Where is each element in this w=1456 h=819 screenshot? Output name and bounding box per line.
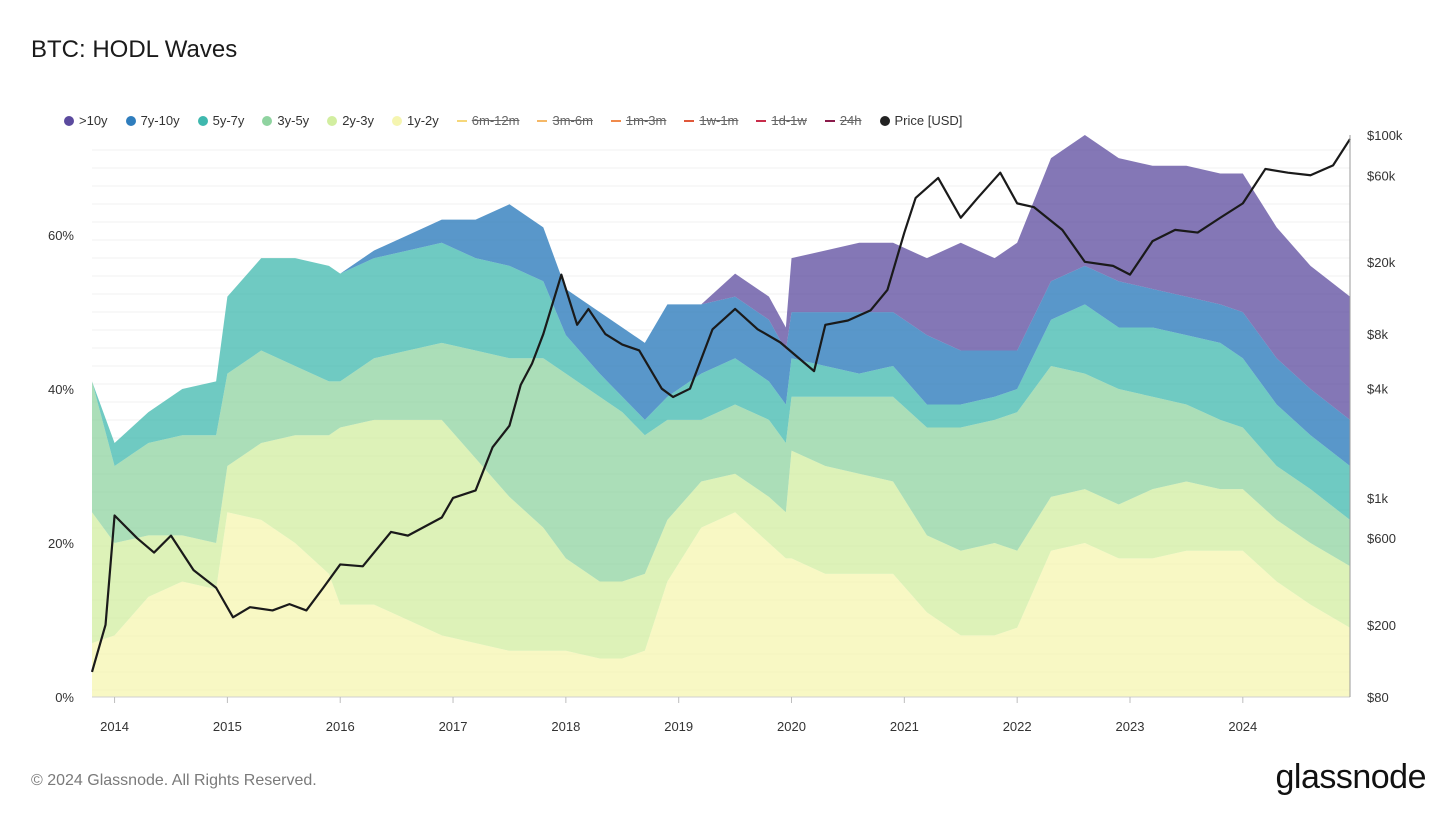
legend-item[interactable]: 1d-1w xyxy=(756,113,807,128)
legend-item[interactable]: 6m-12m xyxy=(456,113,520,128)
legend-item[interactable]: 3m-6m xyxy=(537,113,593,128)
y-right-tick-label: $600 xyxy=(1367,531,1396,546)
legend-label: 3y-5y xyxy=(277,113,310,128)
area-series xyxy=(92,419,1350,659)
legend-swatch xyxy=(64,115,74,126)
glassnode-logo[interactable]: glassnode xyxy=(1275,758,1426,796)
y-left-tick-label: 0% xyxy=(55,690,74,705)
legend-swatch xyxy=(327,115,338,126)
legend-item[interactable]: 1y-2y xyxy=(391,113,439,128)
legend-label: Price [USD] xyxy=(894,113,963,128)
area-series xyxy=(92,204,1350,467)
legend-label: 1w-1m xyxy=(699,113,739,128)
legend-swatch xyxy=(684,119,695,122)
x-tick-label: 2021 xyxy=(890,719,919,734)
y-right-tick-label: $100k xyxy=(1367,128,1403,143)
legend-item[interactable]: >10y xyxy=(64,113,108,128)
legend-label: 7y-10y xyxy=(140,113,180,128)
area-series xyxy=(92,242,1350,520)
y-right-tick-label: $20k xyxy=(1367,255,1396,270)
legend-item[interactable]: 2y-3y xyxy=(327,113,374,128)
legend-swatch xyxy=(824,119,835,122)
y-right-tick-label: $200 xyxy=(1367,618,1396,633)
y-left-tick-label: 20% xyxy=(48,536,74,551)
legend-swatch xyxy=(197,115,208,126)
y-right-tick-label: $8k xyxy=(1367,327,1388,342)
legend-swatch xyxy=(610,119,621,122)
legend-swatch xyxy=(391,115,402,126)
x-tick-label: 2018 xyxy=(551,719,580,734)
legend-label: 24h xyxy=(839,113,862,128)
x-tick-label: 2022 xyxy=(1003,719,1032,734)
legend-label: 5y-7y xyxy=(212,113,245,128)
x-tick-label: 2017 xyxy=(439,719,468,734)
legend-item[interactable]: 5y-7y xyxy=(197,113,245,128)
legend-swatch xyxy=(125,115,136,126)
legend-swatch xyxy=(537,119,548,122)
area-series xyxy=(92,512,1350,697)
legend-label: 6m-12m xyxy=(471,113,520,128)
x-tick-label: 2024 xyxy=(1228,719,1257,734)
chart-legend: >10y 7y-10y 5y-7y 3y-5y 2y-3y 1y-2y 6m-12m 3m-6… xyxy=(64,113,980,128)
y-right-tick-label: $60k xyxy=(1367,168,1396,183)
legend-swatch xyxy=(879,115,890,126)
price-line xyxy=(90,138,1351,673)
y-right-tick-label: $4k xyxy=(1367,382,1388,397)
legend-item[interactable]: 1w-1m xyxy=(684,113,738,128)
x-tick-label: 2020 xyxy=(777,719,806,734)
area-series xyxy=(92,342,1350,582)
x-tick-label: 2019 xyxy=(664,719,693,734)
legend-item[interactable]: 1m-3m xyxy=(610,113,667,128)
chart-title: BTC: HODL Waves xyxy=(31,36,238,63)
x-tick-label: 2015 xyxy=(213,719,242,734)
legend-label: 3m-6m xyxy=(552,113,593,128)
x-tick-label: 2014 xyxy=(100,719,129,734)
y-left-tick-label: 40% xyxy=(48,382,74,397)
legend-swatch xyxy=(262,115,273,126)
y-right-tick-label: $1k xyxy=(1367,491,1388,506)
y-left-tick-label: 60% xyxy=(48,228,74,243)
legend-swatch xyxy=(756,119,767,122)
legend-item[interactable]: 7y-10y xyxy=(125,113,180,128)
legend-label: 1y-2y xyxy=(406,113,439,128)
y-right-tick-label: $80 xyxy=(1367,690,1389,705)
x-tick-label: 2016 xyxy=(326,719,355,734)
legend-item[interactable]: 3y-5y xyxy=(262,113,309,128)
legend-label: 1d-1w xyxy=(771,113,807,128)
copyright-notice: © 2024 Glassnode. All Rights Reserved. xyxy=(31,772,317,789)
legend-item[interactable]: 24h xyxy=(824,113,862,128)
area-series xyxy=(92,135,1350,443)
legend-label: 2y-3y xyxy=(342,113,374,128)
x-tick-label: 2023 xyxy=(1116,719,1145,734)
legend-label: 1m-3m xyxy=(625,113,667,128)
legend-label: >10y xyxy=(79,113,108,128)
legend-swatch xyxy=(456,119,467,122)
legend-item[interactable]: Price [USD] xyxy=(879,113,963,128)
